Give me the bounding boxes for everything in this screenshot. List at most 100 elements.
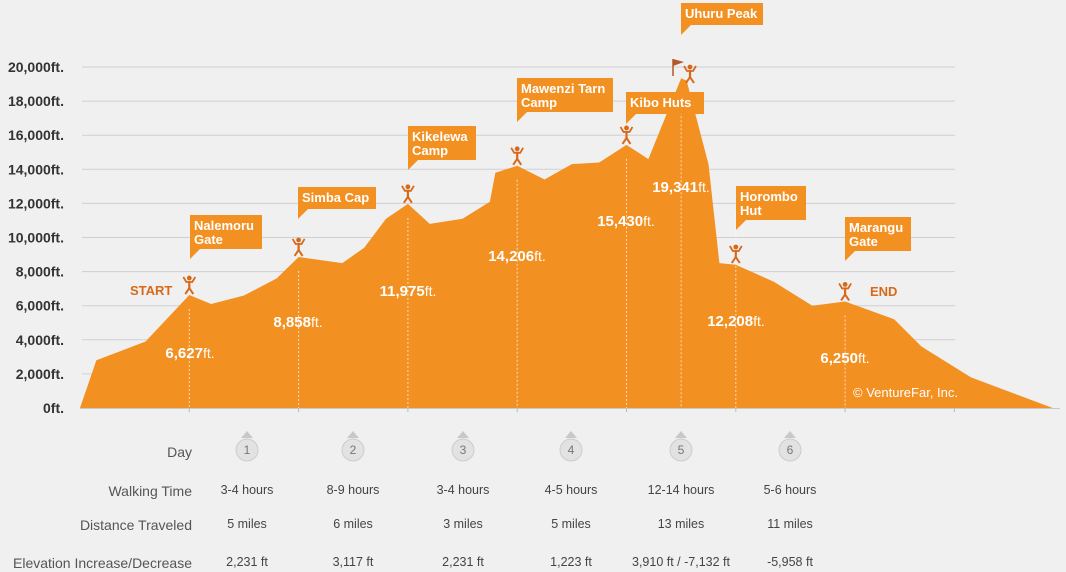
hiker-legs — [685, 75, 695, 84]
table-cell-walking-time: 3-4 hours — [437, 483, 490, 497]
hiker-arms — [182, 276, 197, 283]
end-label: END — [870, 284, 897, 299]
elevation-number: 19,341 — [652, 179, 698, 196]
table-cell-elevation-change: 2,231 ft — [226, 555, 268, 569]
callout-pointer — [298, 209, 308, 219]
table-cell-walking-time: 12-14 hours — [648, 483, 715, 497]
day-arrow-icon — [241, 431, 253, 438]
y-tick-label: 12,000ft. — [8, 195, 64, 211]
callout-label: Nalemoru — [194, 218, 254, 233]
table-cell-distance: 11 miles — [767, 517, 813, 531]
hiker-icon — [683, 64, 697, 84]
hiker-arms — [838, 282, 852, 290]
hiker-legs — [293, 248, 304, 257]
callout-pointer — [408, 160, 418, 170]
hiker-head — [842, 282, 848, 287]
elevation-number: 12,208 — [707, 313, 753, 330]
callout-label: Marangu — [849, 220, 903, 235]
day-number: 4 — [568, 443, 575, 457]
callout-box — [517, 78, 613, 112]
hiker-legs — [840, 292, 850, 301]
callout-label: Mawenzi Tarn — [521, 81, 605, 96]
callout-label: Kikelewa — [412, 129, 468, 144]
callout-label: Gate — [194, 232, 223, 247]
hiker-legs — [184, 286, 195, 295]
table-cell-distance: 3 miles — [443, 517, 483, 531]
hiker-legs — [730, 255, 741, 264]
day-circle — [341, 438, 365, 462]
hiker-head — [296, 237, 301, 243]
y-tick-label: 16,000ft. — [8, 127, 64, 143]
stop-callout: Kibo Huts — [626, 92, 704, 124]
hiker-icon — [291, 237, 306, 257]
table-row-label: Walking Time — [108, 483, 192, 499]
elevation-unit: ft. — [753, 313, 765, 329]
table-cell-elevation-change: 3,117 ft — [333, 555, 374, 569]
elevation-value: 8,858ft. — [273, 314, 322, 331]
y-tick-label: 14,000ft. — [8, 161, 64, 177]
elevation-number: 15,430 — [597, 213, 643, 230]
callout-pointer — [517, 112, 527, 122]
elevation-value: 15,430ft. — [597, 213, 655, 230]
elevation-area — [80, 78, 1053, 408]
elevation-value: 19,341ft. — [652, 179, 710, 196]
callout-box — [298, 187, 376, 209]
elevation-value: 6,627ft. — [165, 345, 214, 362]
hiker-head — [687, 64, 693, 70]
day-number: 6 — [787, 443, 794, 457]
callout-label: Gate — [849, 234, 878, 249]
callout-label: Kibo Huts — [630, 95, 691, 110]
hiker-icon — [182, 275, 197, 295]
day-number: 3 — [460, 443, 467, 457]
start-label: START — [130, 283, 172, 298]
callout-label: Uhuru Peak — [685, 6, 758, 21]
day-arrow-icon — [457, 431, 469, 438]
callout-label: Camp — [412, 143, 448, 158]
day-arrow-icon — [565, 431, 577, 438]
table-cell-distance: 5 miles — [551, 517, 591, 531]
hiker-icon — [510, 146, 524, 166]
table-row-label: Distance Traveled — [80, 517, 192, 533]
table-cell-walking-time: 3-4 hours — [221, 483, 274, 497]
callout-box — [845, 217, 911, 251]
elevation-number: 14,206 — [488, 248, 534, 265]
callout-box — [190, 215, 262, 249]
y-tick-label: 2,000ft. — [16, 366, 64, 382]
callout-box — [736, 186, 806, 220]
hiker-head — [624, 125, 629, 131]
table-row-label: Elevation Increase/Decrease — [13, 555, 192, 571]
elevation-value: 12,208ft. — [707, 313, 765, 330]
elevation-number: 11,975 — [380, 283, 425, 300]
hiker-legs — [621, 136, 632, 145]
hiker-icon — [838, 282, 852, 301]
hiker-head — [186, 275, 192, 281]
table-cell-elevation-change: 2,231 ft — [442, 555, 484, 569]
day-circle — [235, 438, 259, 462]
elevation-unit: ft. — [698, 179, 710, 195]
day-arrow-icon — [784, 431, 796, 438]
day-circle — [669, 438, 693, 462]
callout-pointer — [190, 249, 200, 259]
day-circle — [559, 438, 583, 462]
elevation-value: 11,975ft. — [380, 283, 437, 300]
table-cell-walking-time: 5-6 hours — [764, 483, 817, 497]
y-tick-label: 0ft. — [43, 400, 64, 416]
day-circle — [451, 438, 475, 462]
day-arrow-icon — [675, 431, 687, 438]
callout-pointer — [681, 25, 691, 35]
hiker-icon — [619, 125, 634, 145]
table-cell-elevation-change: -5,958 ft — [767, 555, 813, 569]
day-arrow-icon — [347, 431, 359, 438]
table-cell-distance: 13 miles — [658, 517, 705, 531]
elevation-number: 6,627 — [165, 345, 203, 362]
day-number: 2 — [350, 443, 357, 457]
y-tick-label: 20,000ft. — [8, 59, 64, 75]
hiker-arms — [291, 238, 306, 245]
hiker-head — [514, 146, 520, 152]
hiker-arms — [401, 185, 415, 192]
